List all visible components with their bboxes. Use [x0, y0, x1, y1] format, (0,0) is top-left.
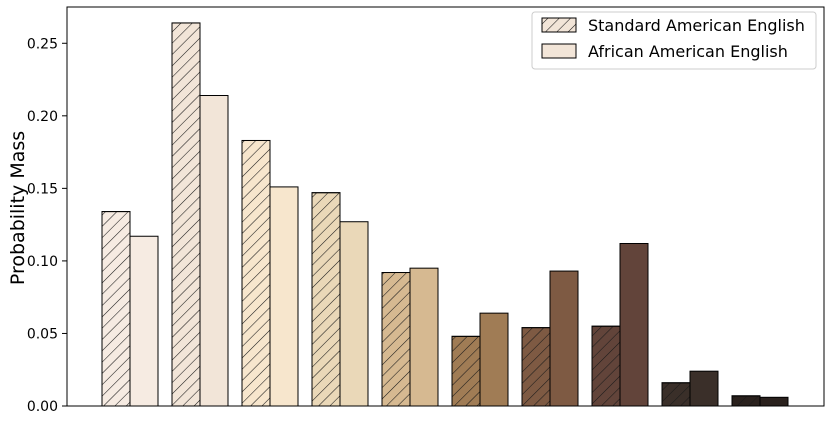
- legend-swatch-standard-american-english-hatch: [541, 17, 577, 33]
- legend-label-standard-american-english: Standard American English: [588, 16, 805, 35]
- legend-frame: [531, 11, 817, 70]
- y-axis: 0.00 0.05 0.10 0.15 0.20 0.25: [27, 36, 67, 415]
- bar-african-american-english-10: [759, 396, 789, 407]
- bars-layer: [101, 22, 789, 407]
- bar-african-american-english-4: [339, 221, 369, 407]
- legend: Standard American English African Americ…: [531, 11, 817, 70]
- y-tick-label: 0.05: [27, 326, 58, 342]
- bar-hatch-standard-american-english-10: [731, 395, 761, 407]
- bar-african-american-english-6: [479, 312, 509, 407]
- bar-hatch-standard-american-english-3: [241, 139, 271, 407]
- y-tick-label: 0.00: [27, 399, 58, 415]
- bar-hatch-standard-american-english-8: [591, 325, 621, 407]
- plot-frame: [66, 6, 825, 407]
- bar-hatch-standard-american-english-4: [311, 192, 341, 407]
- y-axis-label: Probability Mass: [7, 131, 29, 285]
- bar-african-american-english-2: [199, 95, 229, 407]
- bar-african-american-english-5: [409, 267, 439, 407]
- y-tick-label: 0.15: [27, 181, 58, 197]
- y-tick-label: 0.25: [27, 36, 58, 52]
- legend-label-african-american-english: African American English: [588, 42, 788, 61]
- bar-african-american-english-9: [689, 370, 719, 407]
- bar-hatch-standard-american-english-1: [101, 211, 131, 407]
- bar-african-american-english-3: [269, 186, 299, 407]
- bar-hatch-standard-american-english-9: [661, 382, 691, 407]
- bar-african-american-english-1: [129, 235, 159, 407]
- bar-african-american-english-8: [619, 242, 649, 407]
- bar-hatch-standard-american-english-2: [171, 22, 201, 407]
- bar-hatch-standard-american-english-6: [451, 335, 481, 407]
- bar-african-american-english-7: [549, 270, 579, 407]
- y-tick-label: 0.10: [27, 254, 58, 270]
- legend-swatch-african-american-english: [541, 43, 577, 59]
- bar-hatch-standard-american-english-5: [381, 272, 411, 407]
- bar-hatch-standard-american-english-7: [521, 327, 551, 407]
- y-tick-label: 0.20: [27, 109, 58, 125]
